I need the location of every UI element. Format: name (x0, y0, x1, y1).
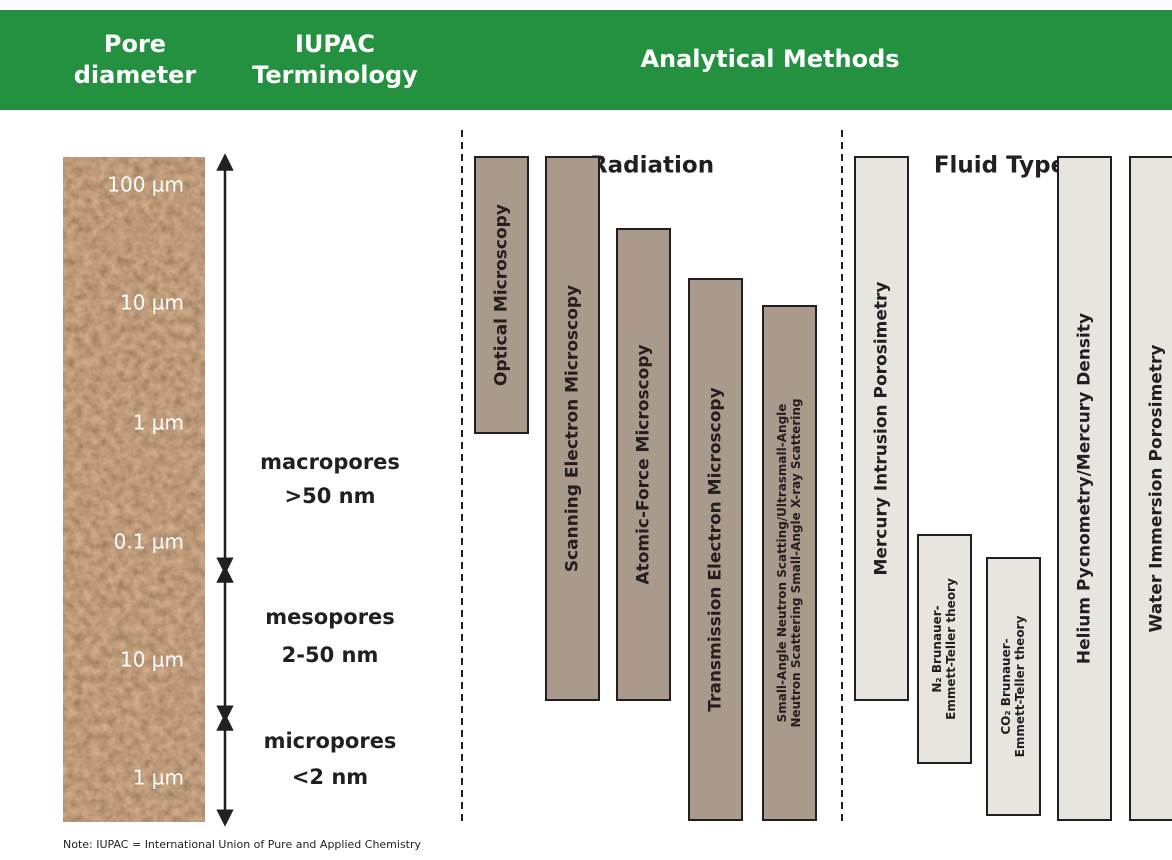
method-label: Helium Pycnometry/Mercury Density (1075, 313, 1095, 664)
method-bar (474, 156, 529, 434)
method-label: Atomic-Force Microscopy (634, 344, 654, 584)
header-label: Pore (104, 30, 166, 58)
method-label: Transmission Electron Microscopy (706, 387, 726, 711)
header-label: diameter (74, 61, 197, 89)
method-label: Small-Angle Neutron Scatting/Ultrasmall-… (775, 404, 789, 723)
scale-label: 10 µm (120, 291, 184, 315)
method-label: Mercury Intrusion Porosimetry (872, 281, 892, 575)
method-bar (917, 534, 972, 764)
method-bar (762, 305, 817, 821)
method-label: Emmett-Teller theory (1013, 616, 1027, 758)
term-name: micropores (264, 729, 397, 753)
scale-label: 0.1 µm (114, 530, 184, 554)
method-label: Emmett-Teller theory (944, 578, 958, 720)
method-bar (1057, 156, 1112, 821)
content: Pore diameter IUPAC Terminology Analytical M… (63, 30, 1172, 851)
scale-label: 1 µm (133, 411, 184, 435)
scale-label: 10 µm (120, 648, 184, 672)
term-name: mesopores (265, 605, 395, 629)
scale-label: 100 µm (107, 173, 184, 197)
soil-texture (63, 157, 205, 822)
method-bar (986, 557, 1041, 816)
section-title: Fluid Type (934, 153, 1066, 179)
method-label: Neutron Scattering Small-Angle X-ray Sca… (789, 399, 803, 728)
header-label: Analytical Methods (640, 45, 899, 73)
method-label: CO₂ Brunauer- (999, 638, 1013, 734)
method-bar (545, 156, 600, 701)
term-range: 2-50 nm (282, 643, 379, 667)
header-label: IUPAC (295, 30, 375, 58)
method-bar (1129, 156, 1172, 821)
method-label: Water Immersion Porosimetry (1147, 345, 1167, 633)
header-band (0, 10, 1172, 110)
method-bar (854, 156, 909, 701)
scale-label: 1 µm (133, 766, 184, 790)
method-label: N₂ Brunauer- (930, 605, 944, 692)
section-title: Radiation (590, 153, 714, 179)
term-range: >50 nm (285, 484, 376, 508)
method-bar (616, 228, 671, 701)
term-name: macropores (260, 450, 400, 474)
header-label: Terminology (252, 61, 418, 89)
method-label: Optical Microscopy (492, 204, 512, 386)
term-range: <2 nm (292, 765, 368, 789)
method-label: Scanning Electron Microscopy (563, 285, 583, 572)
method-bar (688, 278, 743, 821)
note: Note: IUPAC = International Union of Pur… (63, 838, 422, 851)
